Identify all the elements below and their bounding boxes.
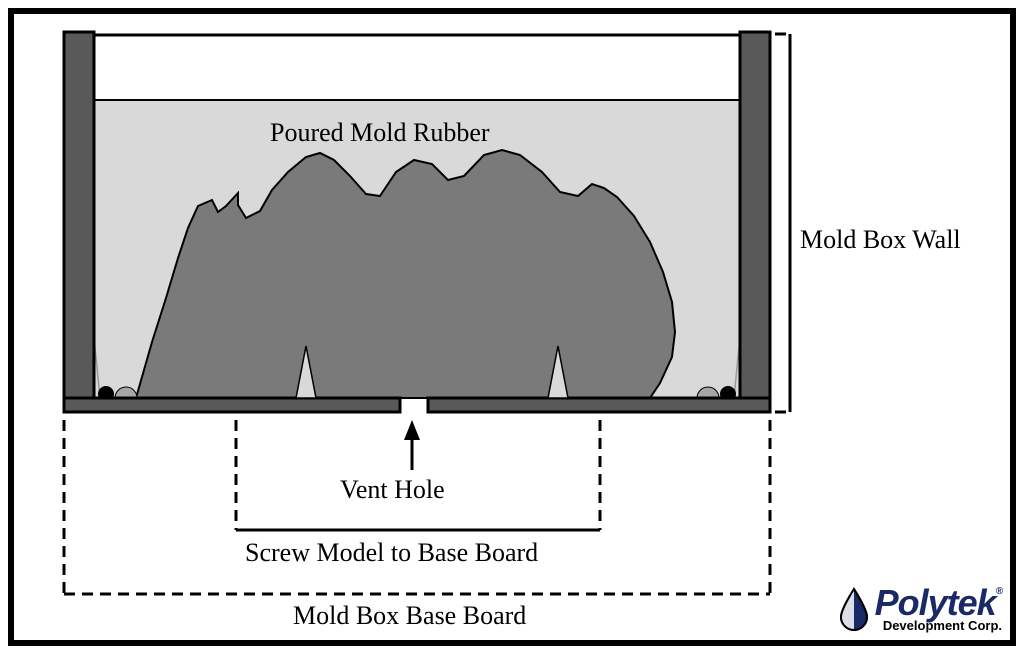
label-base-board: Mold Box Base Board — [293, 601, 526, 631]
diagram-canvas: Poured Mold Rubber Mold Box Wall Vent Ho… — [0, 0, 1024, 654]
label-screw-model: Screw Model to Base Board — [245, 538, 538, 568]
label-mold-box-wall: Mold Box Wall — [800, 225, 961, 255]
label-vent-hole: Vent Hole — [340, 475, 445, 505]
label-poured-rubber: Poured Mold Rubber — [270, 118, 490, 148]
logo-company: Polytek® — [875, 585, 1002, 621]
droplet-icon — [837, 587, 871, 631]
logo-subtitle: Development Corp. — [875, 619, 1002, 632]
polytek-logo: Polytek® Development Corp. — [837, 585, 1002, 632]
